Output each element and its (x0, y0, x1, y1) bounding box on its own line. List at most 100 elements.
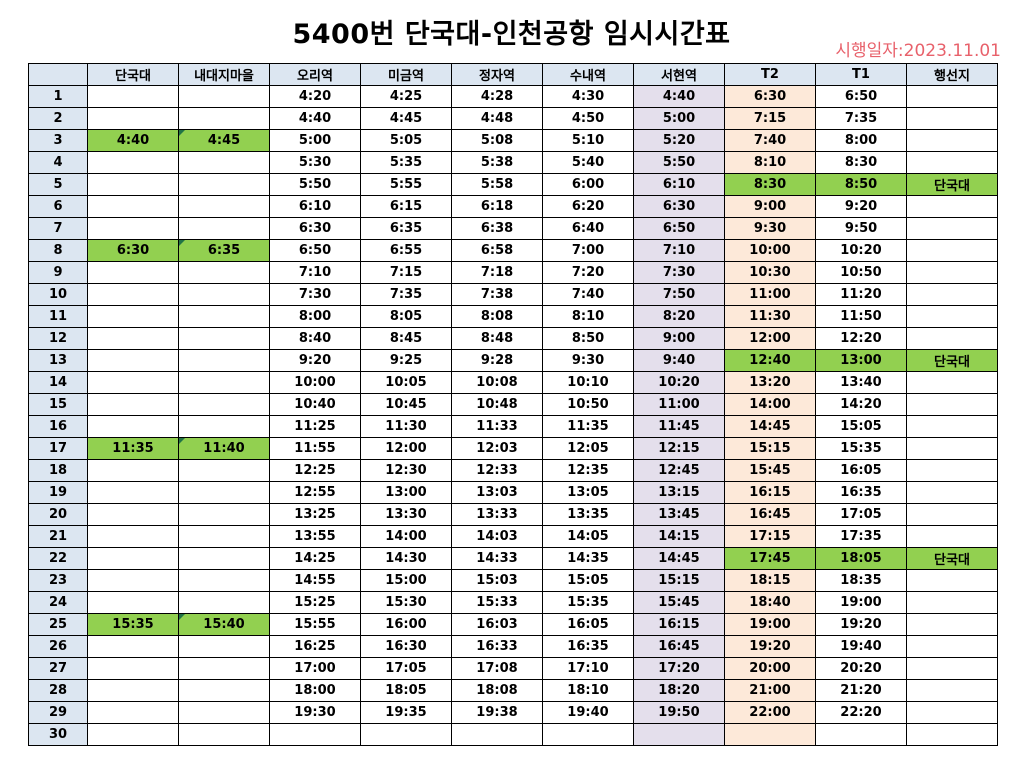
time-cell (87, 701, 179, 724)
time-cell: 13:05 (542, 481, 634, 504)
time-cell: 19:30 (269, 701, 361, 724)
time-cell: 11:30 (724, 305, 816, 328)
time-cell: 5:55 (360, 173, 452, 196)
time-cell (178, 305, 270, 328)
time-cell: 15:25 (269, 591, 361, 614)
time-cell (87, 679, 179, 702)
time-cell (906, 261, 998, 284)
time-cell: 5:58 (451, 173, 543, 196)
row-number: 21 (28, 525, 88, 548)
time-cell (815, 723, 907, 746)
row-number: 18 (28, 459, 88, 482)
time-cell: 6:58 (451, 239, 543, 262)
time-cell: 8:05 (360, 305, 452, 328)
time-cell (87, 173, 179, 196)
table-row: 7 6:30 6:35 6:38 6:40 6:50 9:30 9:50 (28, 217, 998, 240)
time-cell: 16:45 (724, 503, 816, 526)
time-cell: 15:35 (542, 591, 634, 614)
time-cell (87, 195, 179, 218)
time-cell: 10:40 (269, 393, 361, 416)
time-cell: 4:50 (542, 107, 634, 130)
time-cell: 19:20 (724, 635, 816, 658)
column-header: 수내역 (542, 63, 634, 86)
time-cell: 6:20 (542, 195, 634, 218)
time-cell: 16:05 (542, 613, 634, 636)
time-cell: 9:30 (724, 217, 816, 240)
column-header: 내대지마을 (178, 63, 270, 86)
time-cell: 9:25 (360, 349, 452, 372)
time-cell: 19:40 (815, 635, 907, 658)
time-cell: 7:40 (724, 129, 816, 152)
table-row: 15 10:40 10:45 10:48 10:50 11:00 14:00 14:20 (28, 393, 998, 416)
time-cell (178, 107, 270, 130)
time-cell: 7:38 (451, 283, 543, 306)
time-cell: 13:00 (360, 481, 452, 504)
time-cell: 16:25 (269, 635, 361, 658)
time-cell (178, 261, 270, 284)
table-row: 26 16:25 16:30 16:33 16:35 16:45 19:20 19:40 (28, 635, 998, 658)
time-cell: 18:10 (542, 679, 634, 702)
time-cell: 16:35 (815, 481, 907, 504)
time-cell: 19:38 (451, 701, 543, 724)
header-row: 단국대 내대지마을 오리역 미금역 정자역 수내역 서현역 T2 T1 행선지 (28, 63, 998, 86)
table-row: 6 6:10 6:15 6:18 6:20 6:30 9:00 9:20 (28, 195, 998, 218)
time-cell (178, 349, 270, 372)
time-cell: 13:15 (633, 481, 725, 504)
time-cell: 18:15 (724, 569, 816, 592)
time-cell (178, 525, 270, 548)
time-cell: 9:00 (724, 195, 816, 218)
time-cell: 6:38 (451, 217, 543, 240)
table-row: 16 11:25 11:30 11:33 11:35 11:45 14:45 15:05 (28, 415, 998, 438)
time-cell (906, 327, 998, 350)
time-cell: 8:20 (633, 305, 725, 328)
time-cell: 16:03 (451, 613, 543, 636)
time-cell: 12:03 (451, 437, 543, 460)
time-cell (87, 591, 179, 614)
time-cell: 5:35 (360, 151, 452, 174)
table-row: 28 18:00 18:05 18:08 18:10 18:20 21:00 21:20 (28, 679, 998, 702)
time-cell: 6:40 (542, 217, 634, 240)
time-cell: 6:30 (633, 195, 725, 218)
time-cell: 6:10 (633, 173, 725, 196)
time-cell: 17:20 (633, 657, 725, 680)
time-cell (178, 415, 270, 438)
table-row: 23 14:55 15:00 15:03 15:05 15:15 18:15 18:35 (28, 569, 998, 592)
time-cell: 12:55 (269, 481, 361, 504)
time-cell: 19:35 (360, 701, 452, 724)
time-cell: 15:00 (360, 569, 452, 592)
time-cell: 15:15 (724, 437, 816, 460)
time-cell: 13:35 (542, 503, 634, 526)
table-row: 13 9:20 9:25 9:28 9:30 9:40 12:40 13:00 단국대 (28, 349, 998, 372)
time-cell: 12:35 (542, 459, 634, 482)
table-row: 29 19:30 19:35 19:38 19:40 19:50 22:00 22:20 (28, 701, 998, 724)
time-cell: 7:30 (269, 283, 361, 306)
time-cell (87, 217, 179, 240)
time-cell: 8:48 (451, 327, 543, 350)
time-cell (178, 503, 270, 526)
time-cell: 5:50 (633, 151, 725, 174)
time-cell (360, 723, 452, 746)
table-row: 14 10:00 10:05 10:08 10:10 10:20 13:20 13:40 (28, 371, 998, 394)
time-cell: 8:30 (815, 151, 907, 174)
time-cell: 11:35 (87, 437, 179, 460)
time-cell: 10:45 (360, 393, 452, 416)
time-cell: 4:28 (451, 85, 543, 108)
time-cell: 8:10 (542, 305, 634, 328)
time-cell: 12:00 (724, 327, 816, 350)
table-row: 24 15:25 15:30 15:33 15:35 15:45 18:40 19:00 (28, 591, 998, 614)
row-number: 1 (28, 85, 88, 108)
time-cell: 단국대 (906, 547, 998, 570)
time-cell (906, 305, 998, 328)
time-cell (178, 283, 270, 306)
time-cell: 6:10 (269, 195, 361, 218)
time-cell (906, 591, 998, 614)
time-cell: 10:20 (633, 371, 725, 394)
time-cell: 6:15 (360, 195, 452, 218)
time-cell (906, 613, 998, 636)
time-cell: 5:20 (633, 129, 725, 152)
time-cell: 18:05 (815, 547, 907, 570)
time-cell (178, 393, 270, 416)
time-cell (178, 701, 270, 724)
time-cell: 5:50 (269, 173, 361, 196)
time-cell (906, 723, 998, 746)
